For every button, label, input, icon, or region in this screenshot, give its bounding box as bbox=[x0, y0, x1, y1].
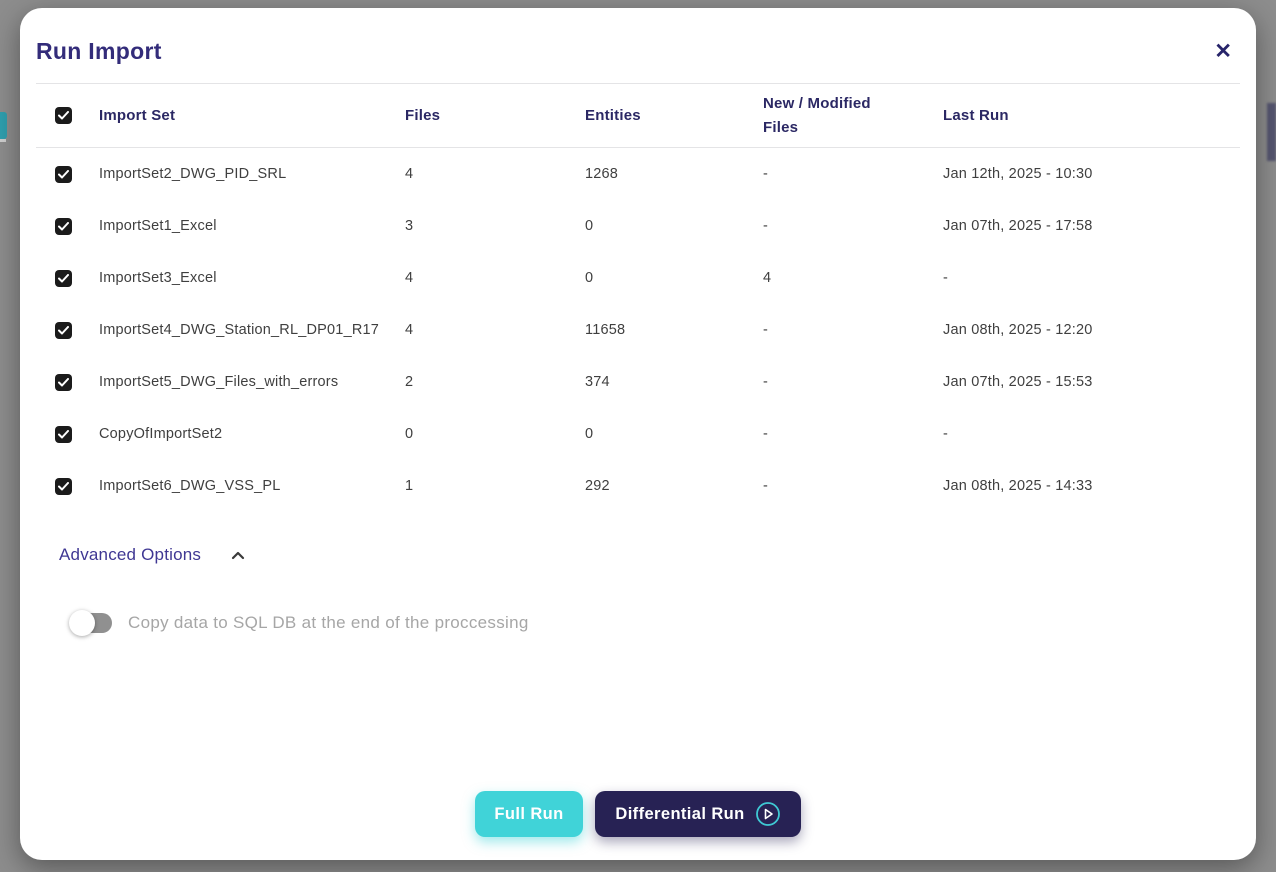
cell-last-run: Jan 12th, 2025 - 10:30 bbox=[943, 166, 1093, 182]
cell-last-run: - bbox=[943, 270, 949, 286]
cell-new-modified: - bbox=[763, 478, 769, 494]
table-body: ImportSet2_DWG_PID_SRL 4 1268 - Jan 12th… bbox=[36, 148, 1240, 512]
column-header-last-run: Last Run bbox=[943, 107, 1009, 124]
cell-import-set-name: ImportSet1_Excel bbox=[99, 218, 217, 234]
column-header-import-set: Import Set bbox=[99, 107, 176, 124]
row-checkbox[interactable] bbox=[55, 269, 72, 287]
row-checkbox[interactable] bbox=[55, 217, 72, 235]
table-row: ImportSet3_Excel 4 0 4 - bbox=[36, 252, 1240, 304]
row-checkbox[interactable] bbox=[55, 321, 72, 339]
select-all-checkbox[interactable] bbox=[55, 107, 72, 124]
check-icon bbox=[58, 429, 69, 438]
column-header-new-modified: New / Modified Files bbox=[763, 94, 871, 136]
cell-files: 4 bbox=[405, 270, 414, 286]
cell-files: 0 bbox=[405, 426, 414, 442]
row-checkbox[interactable] bbox=[55, 165, 72, 183]
table-row: ImportSet1_Excel 3 0 - Jan 07th, 2025 - … bbox=[36, 200, 1240, 252]
copy-to-sql-label: Copy data to SQL DB at the end of the pr… bbox=[128, 613, 529, 632]
run-import-dialog: Run Import ✕ Import Set Files Entities N… bbox=[20, 8, 1256, 860]
table-row: ImportSet4_DWG_Station_RL_DP01_R17 4 116… bbox=[36, 304, 1240, 356]
advanced-options-section: Advanced Options bbox=[36, 542, 1240, 568]
cell-new-modified: - bbox=[763, 374, 769, 390]
chevron-up-icon[interactable] bbox=[231, 551, 245, 560]
background-app-remnant-right bbox=[1267, 103, 1276, 161]
cell-entities: 0 bbox=[585, 218, 594, 234]
cell-files: 3 bbox=[405, 218, 414, 234]
copy-to-sql-option: Copy data to SQL DB at the end of the pr… bbox=[36, 610, 1240, 636]
cell-entities: 0 bbox=[585, 426, 594, 442]
cell-last-run: Jan 08th, 2025 - 14:33 bbox=[943, 478, 1093, 494]
cell-new-modified: - bbox=[763, 322, 769, 338]
cell-entities: 11658 bbox=[585, 322, 626, 338]
cell-last-run: Jan 07th, 2025 - 17:58 bbox=[943, 218, 1093, 234]
table-header-row: Import Set Files Entities New / Modified… bbox=[36, 84, 1240, 148]
cell-files: 2 bbox=[405, 374, 414, 390]
cell-import-set-name: ImportSet6_DWG_VSS_PL bbox=[99, 478, 281, 494]
background-app-remnant-left bbox=[0, 112, 7, 139]
cell-last-run: Jan 07th, 2025 - 15:53 bbox=[943, 374, 1093, 390]
check-icon bbox=[58, 325, 69, 334]
cell-import-set-name: ImportSet3_Excel bbox=[99, 270, 217, 286]
dialog-header: Run Import ✕ bbox=[36, 8, 1240, 84]
table-row: ImportSet5_DWG_Files_with_errors 2 374 -… bbox=[36, 356, 1240, 408]
full-run-label: Full Run bbox=[494, 804, 564, 823]
cell-files: 4 bbox=[405, 322, 414, 338]
cell-files: 4 bbox=[405, 166, 414, 182]
cell-new-modified: - bbox=[763, 166, 769, 182]
close-icon[interactable]: ✕ bbox=[1214, 39, 1232, 63]
check-icon bbox=[58, 377, 69, 386]
row-checkbox[interactable] bbox=[55, 373, 72, 391]
copy-to-sql-toggle[interactable] bbox=[69, 610, 112, 636]
dialog-actions: Full Run Differential Run bbox=[36, 791, 1240, 837]
cell-new-modified: - bbox=[763, 426, 769, 442]
cell-import-set-name: ImportSet5_DWG_Files_with_errors bbox=[99, 374, 339, 390]
row-checkbox[interactable] bbox=[55, 425, 72, 443]
dialog-body: Import Set Files Entities New / Modified… bbox=[36, 84, 1240, 837]
table-row: CopyOfImportSet2 0 0 - - bbox=[36, 408, 1240, 460]
check-icon bbox=[58, 111, 69, 120]
cell-new-modified: 4 bbox=[763, 270, 772, 286]
table-row: ImportSet6_DWG_VSS_PL 1 292 - Jan 08th, … bbox=[36, 460, 1240, 512]
cell-entities: 292 bbox=[585, 478, 610, 494]
full-run-button[interactable]: Full Run bbox=[475, 791, 583, 837]
cell-entities: 1268 bbox=[585, 166, 619, 182]
check-icon bbox=[58, 273, 69, 282]
column-header-files: Files bbox=[405, 107, 441, 124]
check-icon bbox=[58, 169, 69, 178]
cell-import-set-name: CopyOfImportSet2 bbox=[99, 426, 223, 442]
table-row: ImportSet2_DWG_PID_SRL 4 1268 - Jan 12th… bbox=[36, 148, 1240, 200]
check-icon bbox=[58, 481, 69, 490]
dialog-title: Run Import bbox=[36, 38, 162, 64]
row-checkbox[interactable] bbox=[55, 477, 72, 495]
cell-entities: 374 bbox=[585, 374, 610, 390]
advanced-options-toggle[interactable]: Advanced Options bbox=[59, 545, 202, 564]
play-circle-icon bbox=[755, 802, 780, 826]
column-header-entities: Entities bbox=[585, 107, 641, 124]
differential-run-label: Differential Run bbox=[615, 804, 745, 823]
cell-import-set-name: ImportSet4_DWG_Station_RL_DP01_R17 bbox=[99, 322, 380, 338]
background-app-remnant-strip bbox=[0, 139, 6, 142]
differential-run-button[interactable]: Differential Run bbox=[595, 791, 801, 837]
cell-last-run: Jan 08th, 2025 - 12:20 bbox=[943, 322, 1093, 338]
check-icon bbox=[58, 221, 69, 230]
cell-entities: 0 bbox=[585, 270, 594, 286]
toggle-knob bbox=[69, 610, 95, 636]
cell-import-set-name: ImportSet2_DWG_PID_SRL bbox=[99, 166, 287, 182]
cell-files: 1 bbox=[405, 478, 414, 494]
cell-last-run: - bbox=[943, 426, 949, 442]
cell-new-modified: - bbox=[763, 218, 769, 234]
